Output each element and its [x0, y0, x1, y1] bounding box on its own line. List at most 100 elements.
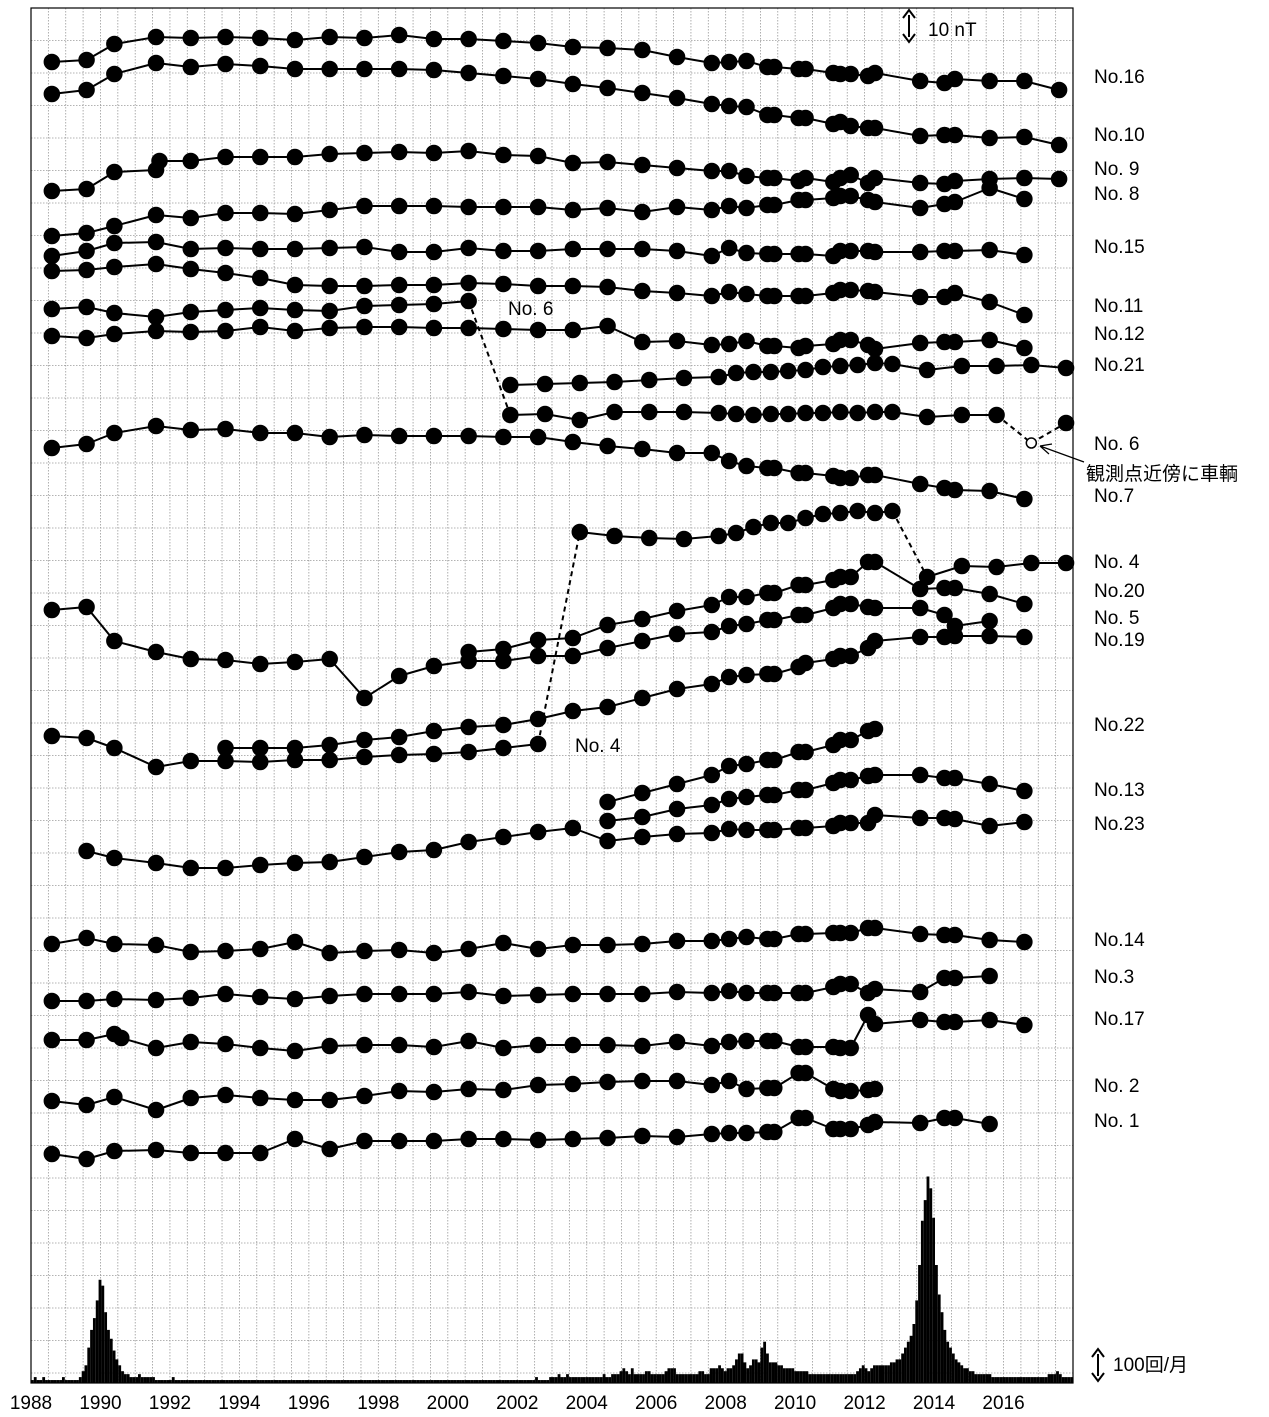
series-point	[251, 988, 269, 1006]
series-point	[911, 1011, 929, 1029]
series-point	[460, 743, 477, 761]
series-point	[43, 85, 61, 103]
histogram-bar	[788, 1368, 792, 1383]
series-point	[911, 580, 929, 598]
series-point	[634, 632, 651, 650]
series-point	[599, 199, 616, 217]
series-point	[251, 1039, 269, 1057]
series-point	[779, 405, 797, 423]
histogram-bar	[354, 1380, 358, 1383]
histogram-bar	[109, 1338, 113, 1383]
histogram-bar	[554, 1377, 558, 1383]
histogram-bar	[999, 1377, 1003, 1383]
series-point	[634, 1037, 651, 1055]
series-point	[182, 859, 200, 877]
histogram-bar	[909, 1335, 913, 1383]
series-point	[529, 1131, 547, 1149]
series-point	[634, 689, 651, 707]
histogram-bar	[214, 1380, 217, 1383]
histogram-bar	[656, 1374, 660, 1383]
series-point	[797, 361, 814, 379]
series-point	[78, 1096, 95, 1114]
series-point	[529, 428, 547, 446]
series-point	[217, 739, 234, 757]
histogram-bar	[492, 1380, 496, 1383]
series-point	[738, 615, 755, 633]
series-point	[182, 752, 200, 770]
series-point	[106, 849, 123, 867]
series-point	[217, 204, 234, 222]
series-point	[564, 201, 582, 219]
series-point	[390, 1132, 408, 1150]
histogram-bar	[974, 1374, 978, 1383]
histogram-bar	[321, 1380, 324, 1383]
histogram-bar	[185, 1380, 189, 1383]
series-point	[668, 89, 686, 107]
series-point	[703, 162, 721, 180]
histogram-bar	[135, 1377, 139, 1383]
series-point	[182, 303, 200, 321]
histogram-bar	[647, 1371, 651, 1383]
histogram-bar	[399, 1380, 403, 1383]
series-point	[842, 281, 859, 299]
histogram-bar	[92, 1318, 96, 1383]
series-point	[460, 427, 477, 445]
histogram-bar	[644, 1371, 648, 1383]
series-label: No. 5	[1094, 608, 1139, 629]
series-point	[675, 369, 693, 387]
series-point	[738, 755, 755, 773]
series-point	[946, 126, 964, 144]
series-point	[606, 527, 623, 545]
histogram-bar	[923, 1200, 927, 1383]
series-point	[599, 437, 616, 455]
histogram-bar	[720, 1368, 724, 1383]
series-point	[668, 625, 686, 643]
series-point	[182, 260, 200, 278]
series-point	[1016, 595, 1033, 613]
series-point	[849, 356, 866, 374]
histogram-bar	[732, 1365, 736, 1383]
series-point	[946, 969, 964, 987]
series-point	[147, 643, 165, 661]
histogram-bar	[935, 1265, 938, 1383]
series-point	[217, 859, 234, 877]
series-point	[390, 318, 408, 336]
series-point	[720, 617, 738, 635]
histogram-bar	[867, 1371, 871, 1383]
histogram-bar	[1070, 1377, 1073, 1383]
series-point	[634, 808, 651, 826]
series-point	[147, 322, 165, 340]
series-point	[1016, 933, 1033, 951]
series-point	[495, 828, 512, 846]
histogram-bar	[704, 1374, 707, 1383]
series-point	[797, 576, 814, 594]
histogram-bar	[495, 1380, 499, 1383]
series-point	[884, 355, 901, 373]
histogram-bar	[873, 1365, 876, 1383]
series-point	[78, 729, 95, 747]
histogram-bar	[335, 1380, 338, 1383]
series-point	[182, 989, 200, 1007]
series-point	[866, 1113, 884, 1131]
series-point	[529, 710, 547, 728]
series-point	[703, 54, 721, 72]
series-point	[564, 647, 582, 665]
series-point	[1016, 339, 1033, 357]
histogram-bar	[749, 1365, 752, 1383]
histogram-bar	[833, 1374, 837, 1383]
histogram-bar	[177, 1380, 181, 1383]
histogram-bar	[726, 1368, 730, 1383]
series-point	[251, 940, 269, 958]
series-point	[766, 169, 783, 187]
series-point	[911, 599, 929, 617]
histogram-bar	[368, 1380, 372, 1383]
histogram-bar	[695, 1374, 699, 1383]
series-point	[866, 766, 884, 784]
series-point	[738, 285, 755, 303]
histogram-bar	[546, 1380, 550, 1383]
series-point	[668, 983, 686, 1001]
histogram-bar	[391, 1380, 395, 1383]
series-point	[981, 817, 998, 835]
histogram-bar	[284, 1380, 288, 1383]
series-point	[460, 940, 477, 958]
